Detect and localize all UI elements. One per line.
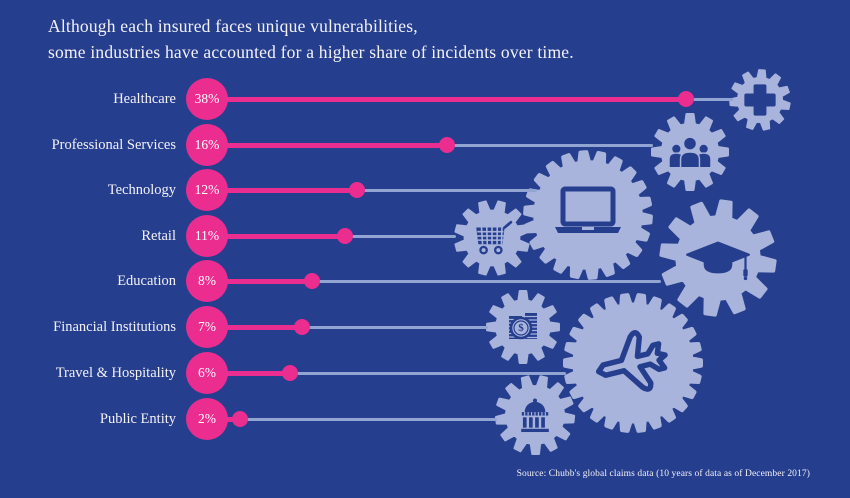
- category-label: Technology: [107, 182, 176, 198]
- row-value-line: [207, 233, 345, 239]
- category-label: Financial Institutions: [53, 319, 176, 335]
- percentage-badge: 16%: [186, 124, 228, 166]
- percentage-value: 7%: [198, 319, 216, 334]
- row-value-line: [207, 370, 290, 376]
- title-line-1: Although each insured faces unique vulne…: [48, 16, 418, 36]
- shopping-cart-icon: [476, 220, 513, 255]
- capitol-building-icon: [521, 398, 549, 433]
- gear-financial: $: [486, 290, 560, 364]
- category-label: Public Entity: [99, 411, 176, 427]
- percentage-value: 11%: [194, 228, 220, 243]
- row-end-dot: [337, 228, 353, 244]
- gear-icon: [523, 150, 653, 280]
- percentage-badge: 7%: [186, 306, 228, 348]
- chart-title: Although each insured faces unique vulne…: [48, 13, 574, 65]
- gear-travel: [563, 293, 703, 433]
- row-end-dot: [439, 137, 455, 153]
- row-track-line: [290, 371, 566, 375]
- row-value-line: [207, 142, 447, 148]
- airplane-icon: [595, 330, 668, 392]
- category-label: Travel & Hospitality: [55, 365, 176, 381]
- percentage-value: 12%: [194, 182, 220, 197]
- people-icon: [668, 136, 712, 169]
- gear-professional-services: [651, 113, 729, 191]
- percentage-value: 2%: [198, 411, 216, 426]
- gear-retail: [454, 200, 530, 276]
- row-value-line: [207, 278, 312, 284]
- row-value-line: [207, 187, 357, 193]
- row-track-line: [240, 417, 497, 421]
- percentage-badge: 38%: [186, 78, 228, 120]
- row-track-line: [447, 143, 653, 147]
- svg-text:$: $: [518, 322, 524, 334]
- row-value-line: [207, 324, 302, 330]
- percentage-badge: 11%: [186, 215, 228, 257]
- row-end-dot: [294, 319, 310, 335]
- source-note: Source: Chubb's global claims data (10 y…: [516, 469, 810, 479]
- row-track-line: [686, 97, 733, 101]
- percentage-value: 8%: [198, 273, 216, 288]
- gear-technology: [523, 150, 653, 280]
- percentage-value: 6%: [198, 365, 216, 380]
- row-end-dot: [349, 182, 365, 198]
- row-track-line: [345, 234, 456, 238]
- gear-public-entity: [494, 375, 576, 456]
- gear-healthcare: [729, 69, 791, 131]
- gear-education: [659, 199, 777, 317]
- row-end-dot: [282, 365, 298, 381]
- category-label: Professional Services: [51, 137, 176, 153]
- row-end-dot: [304, 273, 320, 289]
- percentage-badge: 8%: [186, 260, 228, 302]
- percentage-value: 16%: [194, 137, 220, 152]
- row-track-line: [357, 188, 537, 192]
- coins-dollar-icon: $: [509, 313, 537, 340]
- graduation-cap-icon: [686, 241, 750, 281]
- healthcare-cross-icon: [744, 84, 776, 116]
- percentage-value: 38%: [194, 91, 220, 106]
- row-end-dot: [678, 91, 694, 107]
- category-label: Healthcare: [113, 91, 176, 107]
- row-end-dot: [232, 411, 248, 427]
- percentage-badge: 6%: [186, 352, 228, 394]
- percentage-badge: 2%: [186, 398, 228, 440]
- row-track-line: [312, 279, 661, 283]
- category-label: Retail: [141, 228, 176, 244]
- title-line-2: some industries have accounted for a hig…: [48, 42, 574, 62]
- gear-icon: [563, 293, 703, 433]
- laptop-icon: [555, 186, 621, 233]
- row-track-line: [302, 325, 488, 329]
- percentage-badge: 12%: [186, 169, 228, 211]
- category-label: Education: [117, 273, 176, 289]
- row-value-line: [207, 96, 686, 102]
